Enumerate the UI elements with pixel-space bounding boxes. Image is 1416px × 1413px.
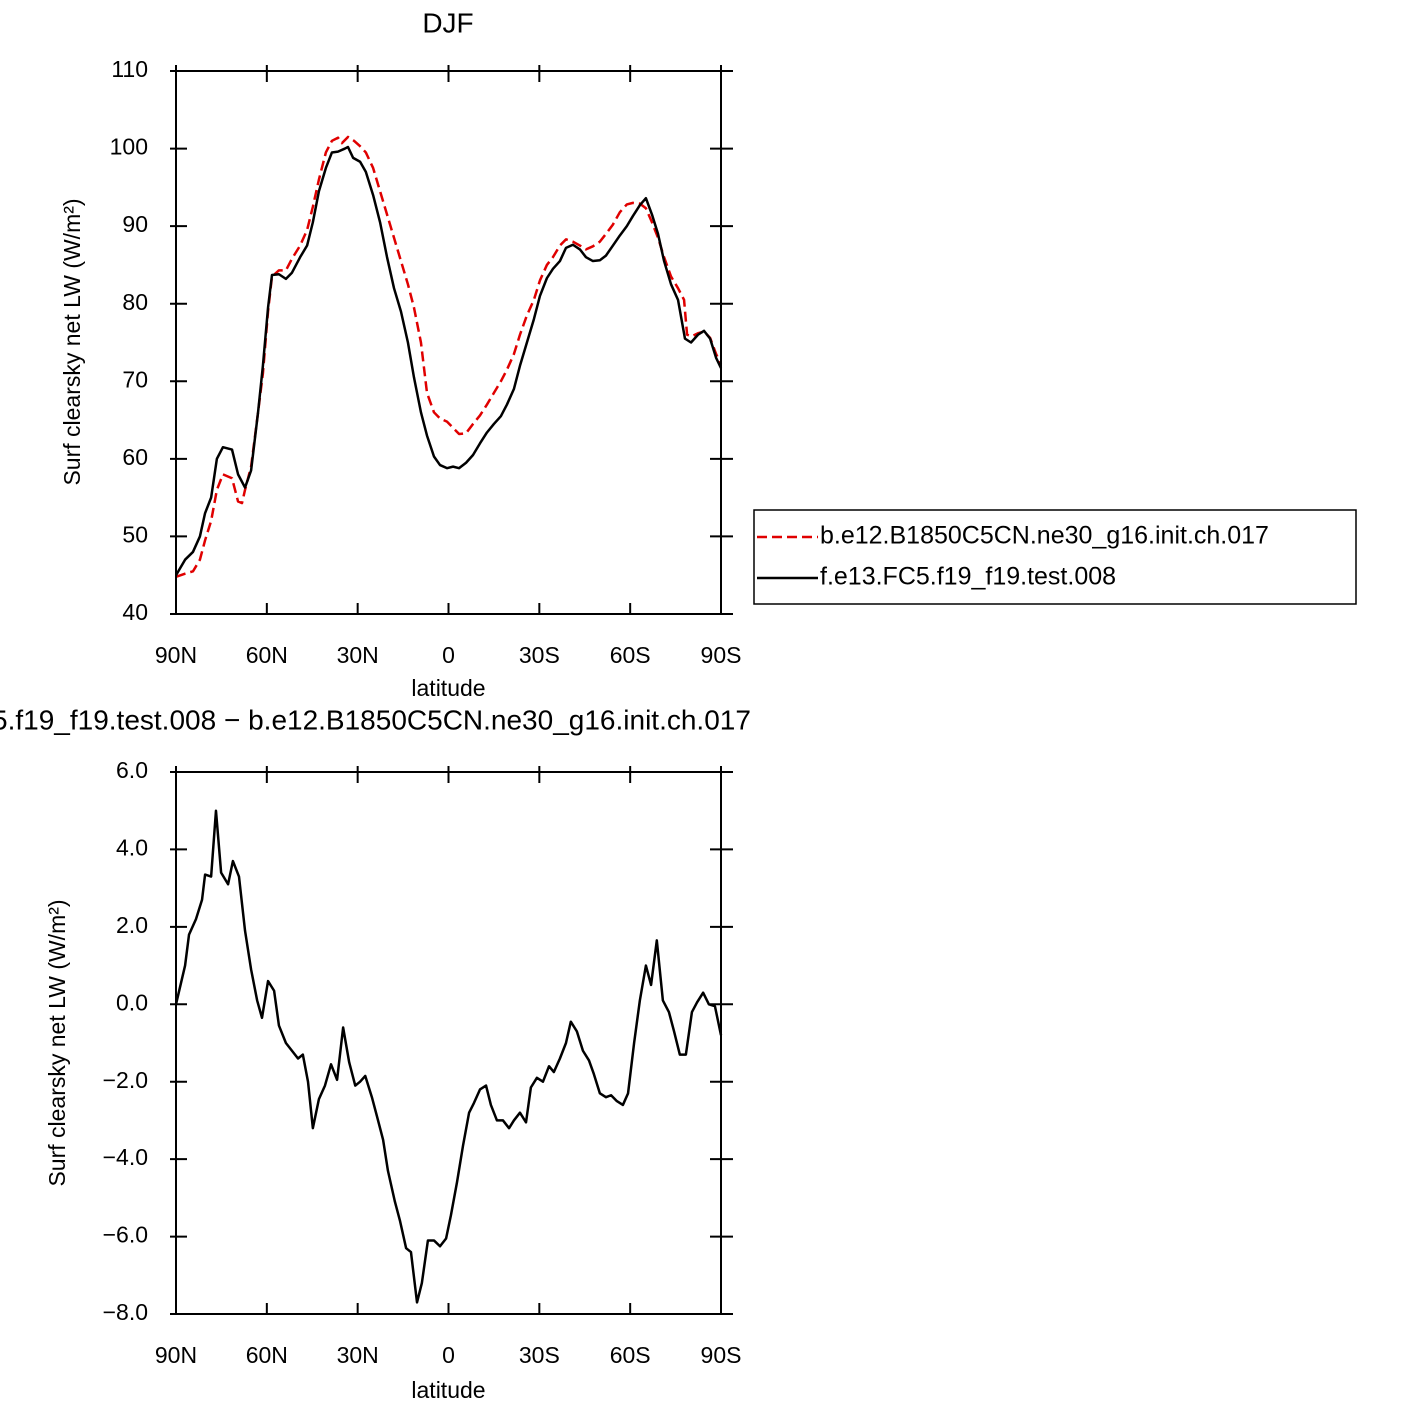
data-line — [174, 145, 723, 576]
x-tick-label: 30S — [519, 642, 560, 668]
data-line — [174, 809, 723, 1304]
x-tick-label: 60S — [610, 1342, 651, 1368]
y-tick-label: −4.0 — [103, 1144, 148, 1170]
x-axis-label: latitude — [411, 1377, 485, 1403]
x-tick-label: 90S — [701, 1342, 742, 1368]
y-tick-label: 80 — [122, 289, 148, 315]
y-tick-label: 90 — [122, 211, 148, 237]
y-tick-label: 100 — [110, 134, 148, 160]
y-tick-label: −2.0 — [103, 1067, 148, 1093]
data-line — [175, 135, 723, 578]
x-tick-label: 60N — [246, 1342, 288, 1368]
x-tick-label: 0 — [442, 1342, 455, 1368]
x-tick-label: 90S — [701, 642, 742, 668]
chart-title: DJF — [422, 7, 473, 38]
x-tick-label: 30S — [519, 1342, 560, 1368]
x-tick-label: 90N — [155, 642, 197, 668]
x-tick-label: 30N — [337, 642, 379, 668]
y-tick-label: 4.0 — [116, 835, 148, 861]
y-tick-label: −8.0 — [103, 1299, 148, 1325]
y-tick-label: 50 — [122, 522, 148, 548]
x-tick-label: 60S — [610, 642, 651, 668]
y-tick-label: 40 — [122, 599, 148, 625]
legend-box — [753, 509, 1357, 605]
plot-frame — [175, 771, 722, 1315]
plot-frame — [175, 70, 722, 615]
legend-label: f.e13.FC5.f19_f19.test.008 — [820, 563, 1116, 591]
y-tick-label: −6.0 — [103, 1222, 148, 1248]
y-tick-label: 6.0 — [116, 757, 148, 783]
y-axis-label: Surf clearsky net LW (W/m²) — [44, 899, 70, 1186]
y-axis-label: Surf clearsky net LW (W/m²) — [59, 198, 85, 485]
y-tick-label: 60 — [122, 444, 148, 470]
chart-title: 5.f19_f19.test.008 − b.e12.B1850C5CN.ne3… — [0, 704, 751, 735]
y-tick-label: 2.0 — [116, 912, 148, 938]
legend-label: b.e12.B1850C5CN.ne30_g16.init.ch.017 — [820, 522, 1269, 550]
x-tick-label: 0 — [442, 642, 455, 668]
x-tick-label: 60N — [246, 642, 288, 668]
x-tick-label: 30N — [337, 1342, 379, 1368]
y-tick-label: 110 — [111, 56, 148, 82]
x-tick-label: 90N — [155, 1342, 197, 1368]
y-tick-label: 0.0 — [116, 989, 148, 1015]
x-axis-label: latitude — [411, 675, 485, 701]
y-tick-label: 70 — [122, 366, 148, 392]
